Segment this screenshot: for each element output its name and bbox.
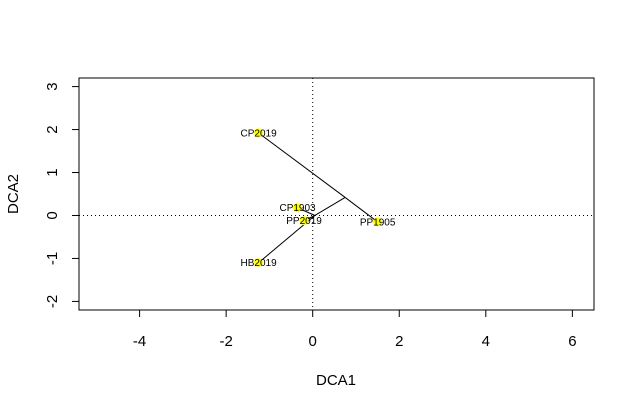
point-pp2019 <box>299 216 309 226</box>
y-tick-label: 3 <box>44 82 61 90</box>
data-points <box>254 128 383 268</box>
y-axis-title: DCA2 <box>5 174 22 214</box>
segment-pp1905-a <box>344 197 378 223</box>
point-cp1903 <box>293 203 303 213</box>
x-axis: -4 -2 0 2 4 6 <box>133 309 577 350</box>
y-tick-label: 1 <box>44 168 61 176</box>
x-tick-label: 0 <box>309 333 317 350</box>
x-tick-label: 4 <box>482 333 490 350</box>
point-label-pp2019: PP2019 <box>286 216 322 227</box>
point-cp2019 <box>254 128 264 138</box>
x-axis-title: DCA1 <box>316 372 356 389</box>
dendrogram-segments <box>258 132 378 264</box>
y-tick-label: 2 <box>44 125 61 133</box>
segment-a-b <box>314 197 346 216</box>
point-label-pp1905: PP1905 <box>360 217 396 228</box>
y-tick-label: -2 <box>44 295 61 308</box>
reference-lines <box>79 78 594 310</box>
point-label-cp1903: CP1903 <box>279 203 316 214</box>
point-labels: CP2019 CP1903 PP2019 PP1905 HB2019 <box>241 128 396 269</box>
point-pp1905 <box>373 217 383 227</box>
segment-cp2019-a <box>258 132 346 198</box>
x-tick-label: -2 <box>219 333 232 350</box>
x-tick-label: 2 <box>395 333 403 350</box>
point-label-cp2019: CP2019 <box>241 128 278 139</box>
point-label-hb2019: HB2019 <box>241 258 278 269</box>
x-tick-label: 6 <box>568 333 576 350</box>
y-tick-label: -1 <box>44 252 61 265</box>
point-hb2019 <box>254 258 264 268</box>
y-axis: -2 -1 0 1 2 3 <box>44 82 80 308</box>
plot-frame <box>78 77 595 311</box>
y-tick-label: 0 <box>44 211 61 219</box>
x-tick-label: -4 <box>133 333 146 350</box>
